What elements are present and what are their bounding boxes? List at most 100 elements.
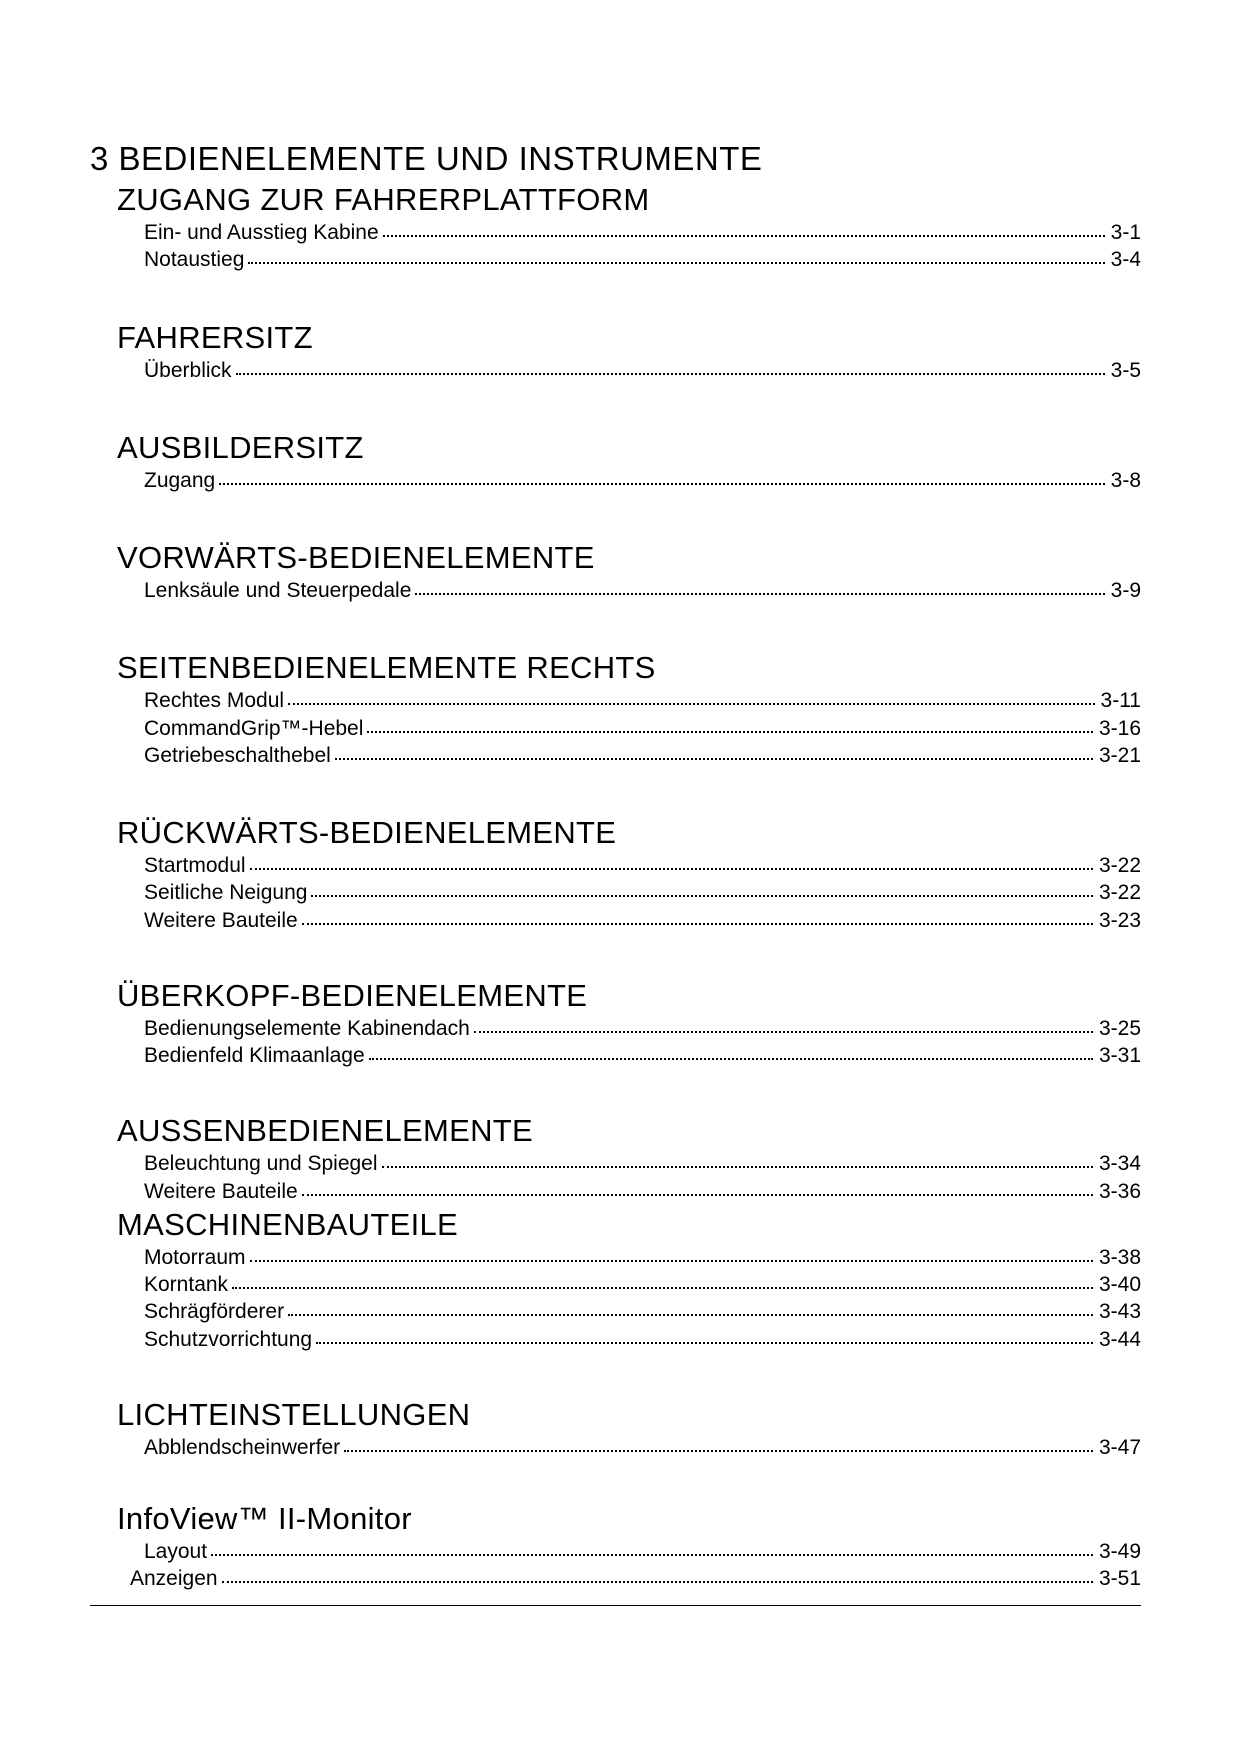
entry-page: 3-38	[1099, 1245, 1141, 1271]
leader-dots	[311, 895, 1093, 897]
entry-page: 3-34	[1099, 1151, 1141, 1177]
entry-label: Bedienfeld Klimaanlage	[144, 1043, 365, 1069]
leader-dots	[222, 1581, 1093, 1583]
leader-dots	[236, 373, 1105, 375]
toc-entry: Startmodul 3-22	[144, 853, 1141, 879]
toc-section: LICHTEINSTELLUNGENAbblendscheinwerfer 3-4…	[90, 1397, 1141, 1461]
leader-dots	[367, 731, 1093, 733]
toc-entry: Anzeigen 3-51	[130, 1566, 1141, 1592]
leader-dots	[316, 1342, 1093, 1344]
entry-label: Getriebeschalthebel	[144, 743, 331, 769]
toc-entry: Rechtes Modul 3-11	[144, 688, 1141, 714]
entry-label: Weitere Bauteile	[144, 908, 298, 934]
entry-label: Schrägförderer	[144, 1299, 284, 1325]
toc-entry: Schutzvorrichtung 3-44	[144, 1327, 1141, 1353]
toc-entry: Notaustieg3-4	[144, 247, 1141, 273]
toc-section: InfoView™ II-MonitorLayout 3-49 Anzeigen 3-…	[90, 1501, 1141, 1593]
entry-label: Zugang	[144, 468, 215, 494]
entry-label: CommandGrip™-Hebel	[144, 716, 363, 742]
entry-label: Anzeigen	[130, 1566, 218, 1592]
toc-entry: Motorraum 3-38	[144, 1245, 1141, 1271]
leader-dots	[288, 1314, 1093, 1316]
entry-page: 3-25	[1099, 1016, 1141, 1042]
toc-entry: Korntank3-40	[144, 1272, 1141, 1298]
section-title: MASCHINENBAUTEILE	[117, 1207, 1141, 1243]
leader-dots	[250, 868, 1093, 870]
toc-section: ZUGANG ZUR FAHRERPLATTFORMEin- und Ausst…	[90, 182, 1141, 274]
divider	[90, 1605, 1141, 1606]
leader-dots	[383, 235, 1105, 237]
section-title: VORWÄRTS-BEDIENELEMENTE	[117, 540, 1141, 576]
entry-label: Beleuchtung und Spiegel	[144, 1151, 378, 1177]
leader-dots	[415, 593, 1104, 595]
entry-page: 3-22	[1099, 880, 1141, 906]
toc-section: VORWÄRTS-BEDIENELEMENTELenksäule und Ste…	[90, 540, 1141, 604]
entry-page: 3-51	[1099, 1566, 1141, 1592]
section-title: ZUGANG ZUR FAHRERPLATTFORM	[117, 182, 1141, 218]
section-title: AUSSENBEDIENELEMENTE	[117, 1113, 1141, 1149]
toc-section: FAHRERSITZÜberblick3-5	[90, 320, 1141, 384]
toc-section: ÜBERKOPF-BEDIENELEMENTEBedienungselement…	[90, 978, 1141, 1070]
toc-entry: Bedienungselemente Kabinendach 3-25	[144, 1016, 1141, 1042]
entry-label: Motorraum	[144, 1245, 246, 1271]
entry-page: 3-31	[1099, 1043, 1141, 1069]
toc-entry: Überblick3-5	[144, 358, 1141, 384]
entry-page: 3-47	[1099, 1435, 1141, 1461]
leader-dots	[211, 1554, 1093, 1556]
section-title: ÜBERKOPF-BEDIENELEMENTE	[117, 978, 1141, 1014]
chapter-title: 3 BEDIENELEMENTE UND INSTRUMENTE	[90, 140, 1141, 178]
entry-label: Schutzvorrichtung	[144, 1327, 312, 1353]
leader-dots	[369, 1058, 1093, 1060]
entry-page: 3-11	[1101, 688, 1141, 714]
entry-page: 3-40	[1099, 1272, 1141, 1298]
entry-page: 3-5	[1111, 358, 1141, 384]
section-title: InfoView™ II-Monitor	[117, 1501, 1141, 1537]
toc-entry: Layout 3-49	[144, 1539, 1141, 1565]
entry-page: 3-4	[1111, 247, 1141, 273]
toc-section: SEITENBEDIENELEMENTE RECHTSRechtes Modul…	[90, 650, 1141, 769]
toc-entry: Bedienfeld Klimaanlage 3-31	[144, 1043, 1141, 1069]
leader-dots	[344, 1450, 1093, 1452]
entry-label: Startmodul	[144, 853, 246, 879]
entry-label: Layout	[144, 1539, 207, 1565]
toc-entry: Getriebeschalthebel 3-21	[144, 743, 1141, 769]
toc-page: 3 BEDIENELEMENTE UND INSTRUMENTE ZUGANG …	[0, 0, 1241, 1754]
leader-dots	[248, 262, 1104, 264]
section-title: RÜCKWÄRTS-BEDIENELEMENTE	[117, 815, 1141, 851]
toc-entry: Zugang3-8	[144, 468, 1141, 494]
leader-dots	[302, 923, 1093, 925]
entry-label: Seitliche Neigung	[144, 880, 307, 906]
toc-entry: CommandGrip™-Hebel 3-16	[144, 716, 1141, 742]
section-title: LICHTEINSTELLUNGEN	[117, 1397, 1141, 1433]
leader-dots	[219, 483, 1104, 485]
toc-section: MASCHINENBAUTEILEMotorraum 3-38Korntank3-…	[90, 1207, 1141, 1353]
leader-dots	[382, 1166, 1093, 1168]
leader-dots	[302, 1194, 1093, 1196]
entry-page: 3-21	[1099, 743, 1141, 769]
toc-entry: Schrägförderer3-43	[144, 1299, 1141, 1325]
leader-dots	[474, 1031, 1093, 1033]
entry-page: 3-16	[1099, 716, 1141, 742]
entry-page: 3-22	[1099, 853, 1141, 879]
toc-entry: Abblendscheinwerfer 3-47	[144, 1435, 1141, 1461]
toc-entry: Lenksäule und Steuerpedale 3-9	[144, 578, 1141, 604]
toc-entry: Seitliche Neigung 3-22	[144, 880, 1141, 906]
entry-label: Rechtes Modul	[144, 688, 284, 714]
leader-dots	[335, 758, 1093, 760]
section-title: FAHRERSITZ	[117, 320, 1141, 356]
entry-page: 3-1	[1111, 220, 1141, 246]
entry-page: 3-44	[1099, 1327, 1141, 1353]
entry-page: 3-36	[1099, 1179, 1141, 1205]
toc-entry: Ein- und Ausstieg Kabine3-1	[144, 220, 1141, 246]
entry-label: Lenksäule und Steuerpedale	[144, 578, 411, 604]
entry-page: 3-9	[1111, 578, 1141, 604]
leader-dots	[250, 1260, 1093, 1262]
toc-sections: ZUGANG ZUR FAHRERPLATTFORMEin- und Ausst…	[90, 182, 1141, 1593]
entry-page: 3-49	[1099, 1539, 1141, 1565]
entry-page: 3-23	[1099, 908, 1141, 934]
toc-section: AUSSENBEDIENELEMENTEBeleuchtung und Spie…	[90, 1113, 1141, 1205]
entry-label: Bedienungselemente Kabinendach	[144, 1016, 470, 1042]
entry-label: Abblendscheinwerfer	[144, 1435, 340, 1461]
leader-dots	[288, 703, 1094, 705]
leader-dots	[232, 1287, 1093, 1289]
